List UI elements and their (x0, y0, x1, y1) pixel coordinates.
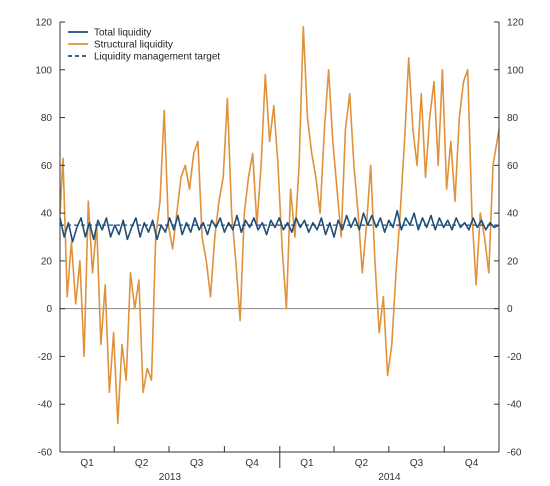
x-tick-label-year: 2013 (159, 472, 182, 483)
y-tick-label-right: 0 (507, 304, 513, 315)
y-tick-label-left: 0 (46, 304, 52, 315)
y-tick-label-right: 120 (507, 18, 524, 29)
y-tick-label-left: 100 (35, 65, 52, 76)
x-tick-label-quarter: Q1 (80, 458, 94, 469)
legend-label-liquidity-target: Liquidity management target (94, 52, 220, 63)
x-tick-label-quarter: Q1 (300, 458, 314, 469)
y-tick-label-right: -40 (507, 400, 522, 411)
y-tick-label-left: 40 (41, 209, 53, 220)
y-tick-label-left: -60 (38, 448, 53, 459)
x-tick-label-quarter: Q3 (190, 458, 204, 469)
x-tick-label-quarter: Q4 (465, 458, 479, 469)
y-tick-label-left: -20 (38, 352, 53, 363)
x-tick-label-year: 2014 (378, 472, 401, 483)
series-layer (59, 26, 500, 425)
x-tick-label-quarter: Q2 (355, 458, 369, 469)
y-tick-label-left: -40 (38, 400, 53, 411)
y-tick-label-right: 40 (507, 209, 519, 220)
y-tick-label-right: -20 (507, 352, 522, 363)
y-tick-label-right: 20 (507, 256, 519, 267)
y-tick-label-right: -60 (507, 448, 522, 459)
legend-label-structural-liquidity: Structural liquidity (94, 40, 173, 51)
x-tick-label-quarter: Q3 (410, 458, 424, 469)
y-tick-label-right: 100 (507, 65, 524, 76)
y-tick-label-left: 60 (41, 161, 53, 172)
y-tick-label-right: 80 (507, 113, 519, 124)
legend-label-total-liquidity: Total liquidity (94, 28, 151, 39)
y-tick-label-left: 120 (35, 18, 52, 29)
x-tick-label-quarter: Q2 (135, 458, 149, 469)
axis-layer: -60 -60 -40 -40 -20 -20 0 0 20 20 40 40 60 60 80 80 100 1… (35, 18, 524, 484)
series-line-total-liquidity (59, 209, 500, 243)
x-tick-label-quarter: Q4 (245, 458, 259, 469)
y-tick-label-left: 20 (41, 256, 53, 267)
series-line-structural-liquidity (59, 26, 500, 425)
y-tick-label-right: 60 (507, 161, 519, 172)
y-tick-label-left: 80 (41, 113, 53, 124)
